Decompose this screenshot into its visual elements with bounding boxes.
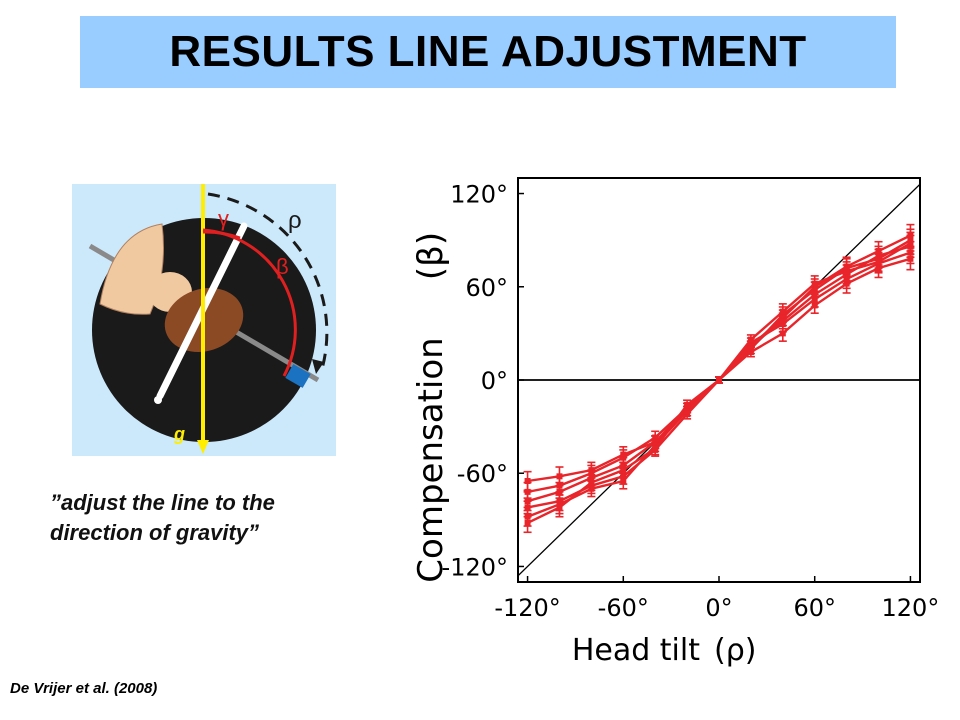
chart-svg: -120° -60° 0° 60° 120° -120° -60° 0° 60° 120° Hea… bbox=[411, 177, 940, 668]
series-line bbox=[527, 239, 912, 494]
y-tick-label: -60° bbox=[457, 460, 508, 488]
gamma-label: γ bbox=[218, 206, 229, 231]
line-endpoint bbox=[154, 396, 162, 404]
tilt-marker bbox=[285, 364, 311, 388]
x-tick-label: -120° bbox=[494, 594, 560, 622]
x-axis-label: Head tilt bbox=[572, 633, 700, 668]
gravity-label: g bbox=[173, 424, 185, 444]
data-point bbox=[524, 478, 531, 484]
subject-tilt-illustration: γ ρ β g bbox=[72, 184, 336, 456]
data-point bbox=[684, 401, 691, 408]
data-point bbox=[843, 268, 850, 275]
data-point bbox=[779, 317, 786, 324]
data-point bbox=[875, 258, 882, 265]
x-tick-label: 60° bbox=[793, 594, 836, 622]
instruction-quote: ”adjust the line to the direction of gra… bbox=[50, 488, 350, 548]
y-tick-label: 60° bbox=[465, 274, 508, 302]
y-tick-label: 120° bbox=[450, 181, 508, 209]
beta-label: β bbox=[276, 254, 289, 279]
data-point bbox=[716, 377, 722, 383]
rho-arc bbox=[207, 192, 329, 370]
x-tick-label: 120° bbox=[882, 594, 940, 622]
data-point bbox=[811, 280, 818, 287]
rho-arrow-head-icon bbox=[312, 359, 324, 374]
data-point bbox=[588, 479, 595, 486]
data-point bbox=[747, 336, 754, 343]
x-axis-symbol: (ρ) bbox=[714, 633, 756, 668]
subject-shoulders bbox=[99, 223, 164, 315]
data-point bbox=[779, 330, 786, 337]
data-point bbox=[652, 445, 659, 452]
compensation-chart: -120° -60° 0° 60° 120° -120° -60° 0° 60° 120° Hea… bbox=[400, 160, 960, 680]
series-group bbox=[523, 223, 915, 534]
data-point bbox=[779, 308, 786, 315]
data-point bbox=[907, 240, 914, 247]
plot-area bbox=[518, 183, 920, 577]
data-point bbox=[811, 291, 818, 298]
x-tick-label: 0° bbox=[705, 594, 732, 622]
quote-line-2: direction of gravity” bbox=[50, 520, 260, 545]
rho-label: ρ bbox=[288, 207, 302, 234]
y-axis-symbol: (β) bbox=[411, 232, 451, 280]
title-banner: RESULTS LINE ADJUSTMENT bbox=[80, 16, 896, 88]
gravity-arrow-icon bbox=[197, 440, 209, 454]
data-point bbox=[620, 467, 627, 474]
quote-line-1: ”adjust the line to the bbox=[50, 490, 275, 515]
beta-arc bbox=[202, 228, 297, 377]
illustration-svg: γ ρ β g bbox=[72, 184, 336, 456]
slide-title: RESULTS LINE ADJUSTMENT bbox=[169, 27, 807, 76]
series-line bbox=[527, 234, 911, 483]
data-point bbox=[620, 478, 627, 484]
data-point bbox=[907, 255, 914, 262]
data-point bbox=[747, 342, 754, 349]
data-point bbox=[556, 504, 563, 511]
ticks-group: -120° -60° 0° 60° 120° -120° -60° 0° 60° 120° bbox=[442, 181, 940, 622]
x-tick-label: -60° bbox=[598, 594, 649, 622]
data-point bbox=[747, 349, 754, 356]
data-point bbox=[684, 408, 691, 415]
y-tick-label: -120° bbox=[442, 553, 508, 581]
data-point bbox=[524, 519, 531, 526]
y-tick-label: 0° bbox=[481, 367, 508, 395]
data-point bbox=[811, 302, 818, 309]
y-axis-label: Compensation bbox=[411, 337, 451, 582]
citation: De Vrijer et al. (2008) bbox=[10, 680, 158, 697]
